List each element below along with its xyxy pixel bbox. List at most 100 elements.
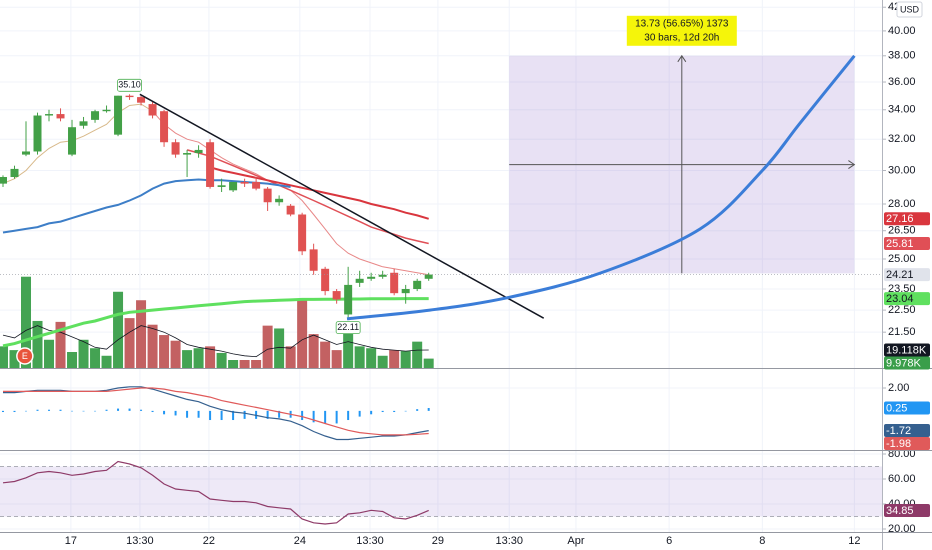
price-tag [884,424,930,438]
candle-body [194,149,203,154]
currency-label: USD [900,4,920,14]
histogram-bar [324,410,327,424]
volume-bar [44,339,55,368]
price-tag [884,343,930,357]
histogram-bar [404,410,407,412]
currency-button[interactable] [896,1,923,18]
price-tag-label: 19.118K [886,344,927,356]
measure-label: 13.73 (56.65%) 1373 [635,18,729,29]
candle-body [45,114,54,116]
histogram-bar [1,410,4,413]
volume-bar [90,348,101,368]
histogram-bar [105,409,108,411]
trendline [139,93,545,319]
price-tag-label: 27.16 [886,213,914,225]
candle-body [160,111,169,143]
histogram-bar [312,410,315,423]
candle-body [56,114,65,119]
candle-body [321,268,330,292]
x-tick-label: 13:30 [495,535,523,547]
y-tick-label: 34.00 [888,104,916,116]
histogram-bar [347,410,350,421]
price-tag-label: 24.21 [886,269,914,281]
volume-bar [78,339,89,368]
volume-bar [21,276,32,368]
x-tick-label: 12 [848,535,860,547]
histogram-bar [82,410,85,412]
volume-bar [159,335,170,368]
candle-body [286,205,295,215]
price-tag [884,212,930,226]
y-tick-label: 60.00 [888,473,916,485]
candle-body [390,272,399,294]
histogram-bar [59,409,62,411]
volume-bar [124,318,135,368]
histogram-bar [13,410,16,413]
rsi-line [2,460,429,525]
histogram-bar [278,410,281,418]
histogram-bar [220,410,223,421]
x-tick-label: 6 [666,535,672,547]
candle-body [171,142,180,155]
histogram-bar [427,408,430,411]
candle-body [240,181,249,184]
histogram-bar [232,410,235,421]
candle-body [68,127,77,155]
y-tick-label: 2.00 [888,382,909,394]
price-tag [884,503,930,517]
candle-body [10,168,19,178]
ma-line [2,297,429,348]
histogram-bar [266,410,269,419]
x-tick-label: 13:30 [126,535,154,547]
volume-ma-line [2,325,429,358]
histogram-bar [197,410,200,418]
histogram-bar [209,410,212,421]
histogram-bar [186,410,189,418]
earnings-label: E [22,351,28,361]
projection-curve [346,54,856,321]
candle-body [137,97,146,103]
histogram-bar [335,410,338,424]
volume-bar [412,341,423,368]
histogram-bar [128,408,131,411]
histogram-bar [416,409,419,411]
y-tick-label: 22.50 [888,304,916,316]
histogram-bar [25,410,28,412]
extreme-label: 22.11 [337,322,359,332]
volume-bar [55,321,66,368]
y-tick-label: 40.00 [888,25,916,37]
price-tag [884,268,930,282]
y-tick-label: 32.00 [888,133,916,145]
volume-bar [331,350,342,368]
volume-bar [101,355,112,368]
macd-line [3,387,429,436]
ma-line [2,178,291,234]
histogram-bar [174,410,177,416]
candle-body [114,95,123,135]
volume-bar [308,334,319,368]
candle-body [332,291,341,300]
price-tag [884,401,930,415]
price-tag [884,237,930,251]
histogram-bar [94,410,97,412]
extreme-label-box [117,78,142,92]
extreme-label-box [335,321,361,334]
y-tick-label: 21.50 [888,326,916,338]
x-tick-label: 22 [203,535,215,547]
x-tick-label: 24 [294,535,306,547]
volume-bar [193,348,204,368]
histogram-bar [151,410,154,413]
histogram-bar [381,410,384,413]
volume-bar [251,360,262,368]
price-tag-label: -1.98 [886,438,911,450]
candle-body [217,185,226,187]
candle-body [206,142,215,187]
volume-bar [9,350,20,368]
price-tag-label: 34.85 [886,505,914,517]
volume-bar [366,348,377,368]
candle-body [102,109,111,112]
histogram-bar [358,410,361,417]
y-tick-label: 36.00 [888,76,916,88]
